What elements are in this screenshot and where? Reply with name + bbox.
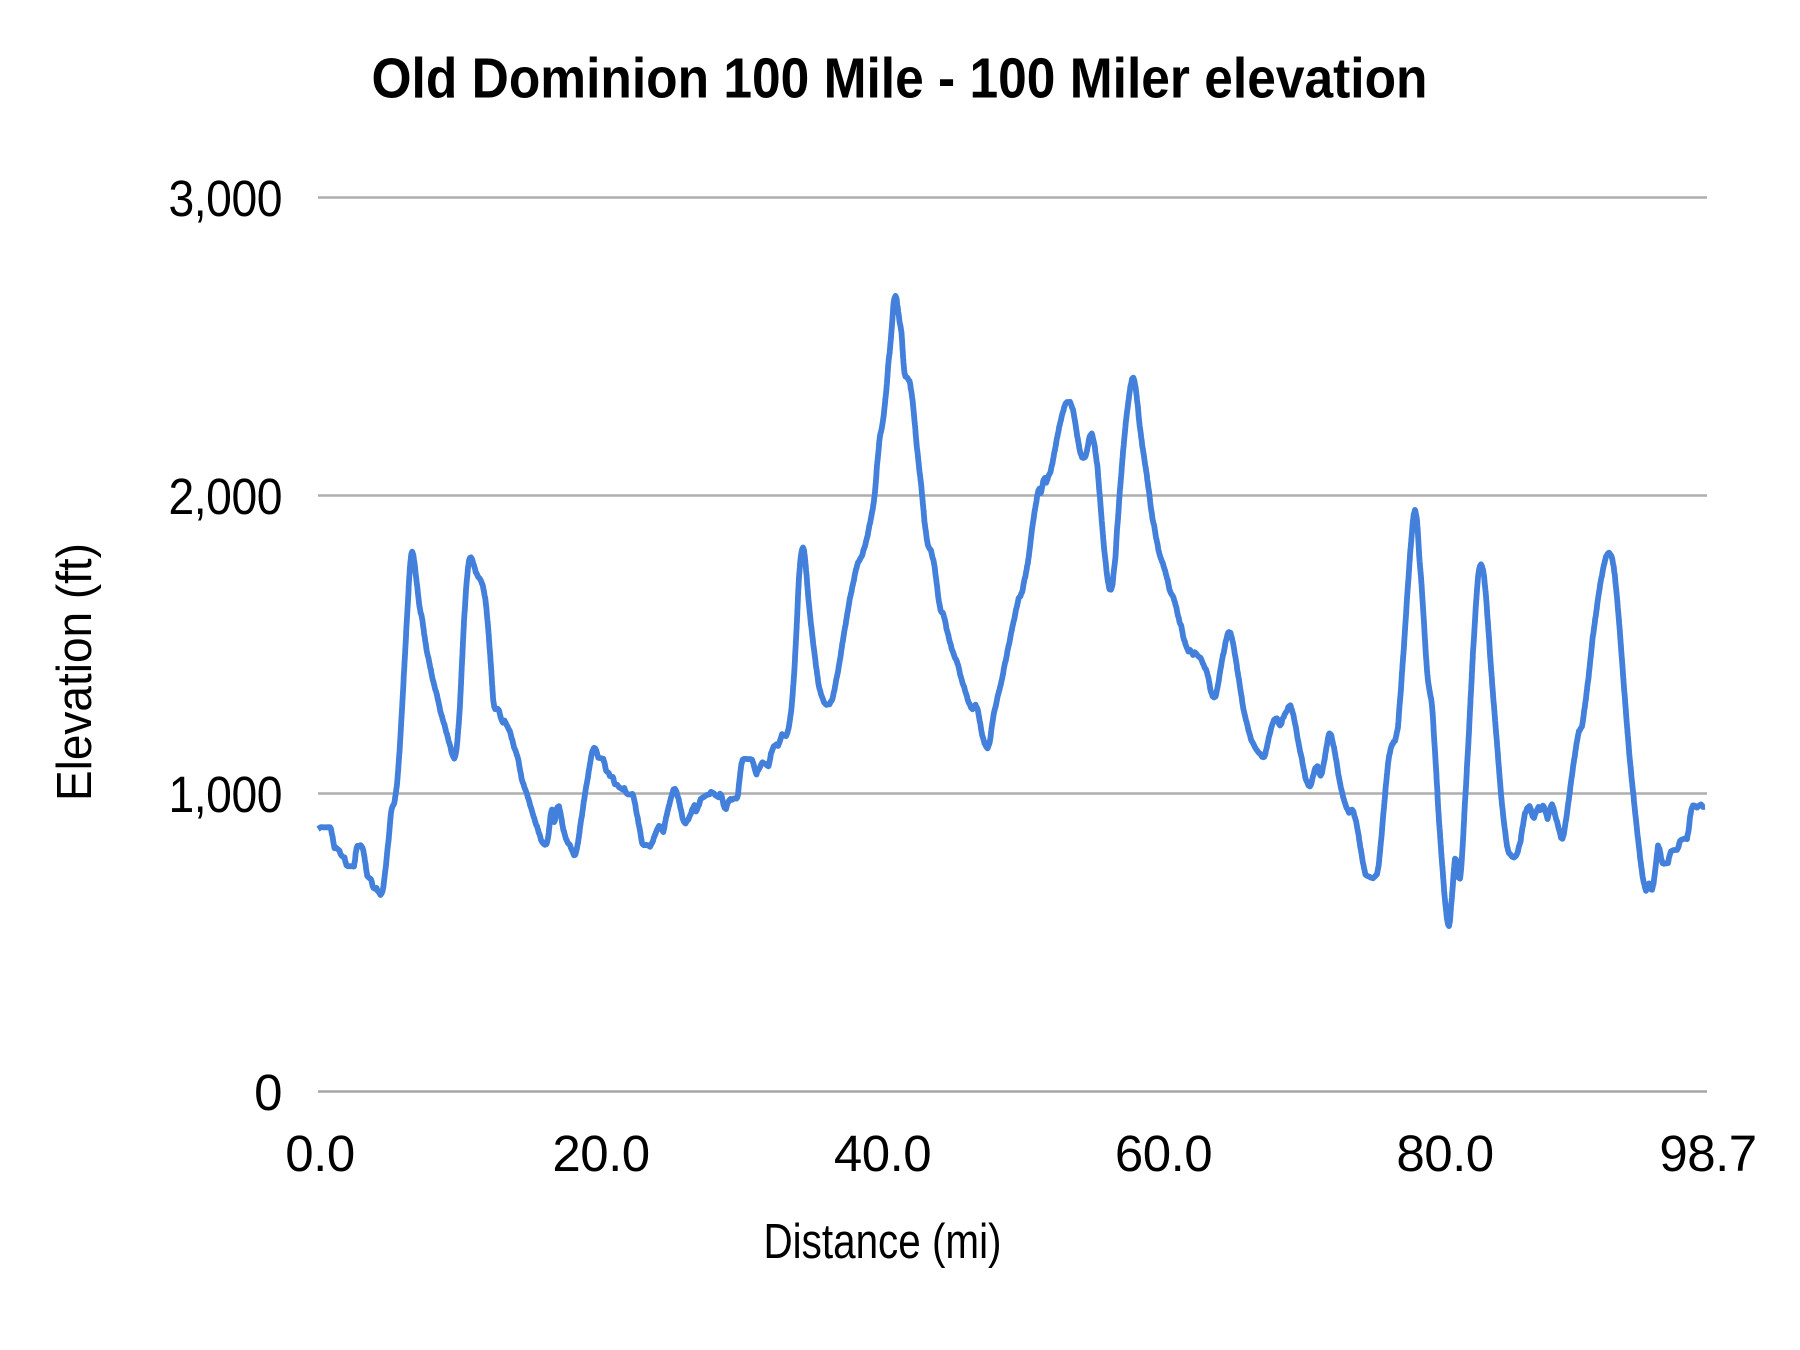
svg-text:0.0: 0.0 bbox=[285, 1125, 354, 1182]
svg-text:20.0: 20.0 bbox=[552, 1125, 649, 1182]
svg-text:40.0: 40.0 bbox=[834, 1125, 931, 1182]
svg-text:80.0: 80.0 bbox=[1396, 1125, 1493, 1182]
svg-text:2,000: 2,000 bbox=[169, 468, 283, 525]
svg-text:1,000: 1,000 bbox=[169, 766, 283, 823]
svg-text:Elevation (ft): Elevation (ft) bbox=[48, 543, 102, 801]
svg-text:60.0: 60.0 bbox=[1115, 1125, 1212, 1182]
svg-text:0: 0 bbox=[254, 1064, 282, 1121]
svg-text:3,000: 3,000 bbox=[169, 170, 283, 227]
svg-text:Old Dominion 100 Mile - 100 Mi: Old Dominion 100 Mile - 100 Miler elevat… bbox=[372, 47, 1428, 111]
svg-text:Distance (mi): Distance (mi) bbox=[764, 1215, 1002, 1269]
svg-text:98.7: 98.7 bbox=[1659, 1125, 1756, 1182]
